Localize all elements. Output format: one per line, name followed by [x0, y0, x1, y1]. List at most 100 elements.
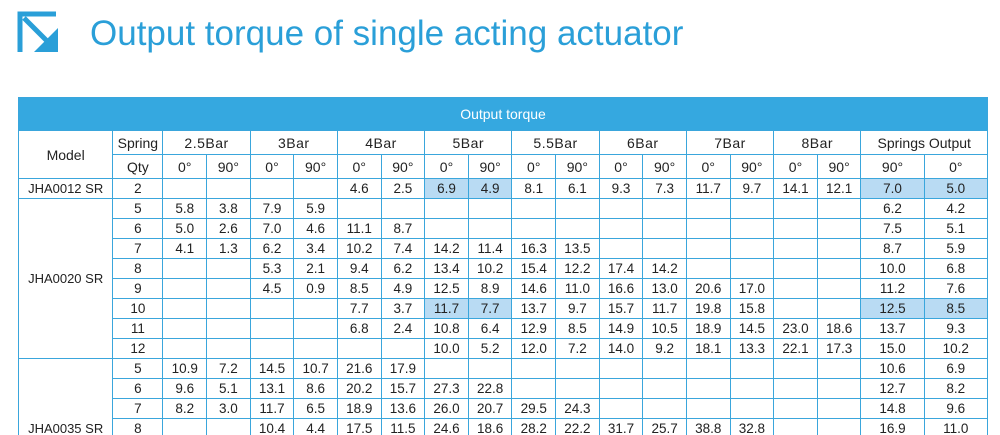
model-header: Model — [17, 130, 114, 179]
torque-cell — [293, 338, 338, 359]
torque-cell: 20.6 — [685, 278, 731, 299]
torque-cell: 10.0 — [424, 338, 469, 359]
torque-cell — [816, 278, 862, 299]
torque-cell: 21.6 — [336, 358, 382, 379]
torque-cell — [598, 198, 644, 219]
spring-output-cell: 10.0 — [860, 258, 925, 279]
torque-cell: 24.3 — [555, 398, 600, 419]
spring-output-cell: 8.7 — [860, 238, 925, 259]
torque-cell — [249, 338, 295, 359]
torque-cell: 10.7 — [293, 358, 338, 379]
torque-cell: 17.9 — [380, 358, 426, 379]
torque-cell — [598, 398, 644, 419]
torque-cell — [424, 218, 469, 239]
torque-cell: 15.8 — [729, 298, 775, 319]
spring-output-cell: 4.2 — [923, 198, 989, 219]
data-row: 11 6.8 2.4 10.8 6.4 12.9 8.5 14.9 10.5 18.9 14.5 23… — [19, 318, 989, 339]
angle-header: 90° — [555, 154, 600, 179]
torque-cell — [729, 358, 775, 379]
torque-cell: 19.8 — [685, 298, 731, 319]
torque-cell — [424, 358, 469, 379]
qty-cell: 7 — [112, 398, 164, 419]
angle-header: 0° — [249, 154, 295, 179]
spring-output-cell: 6.2 — [860, 198, 925, 219]
pressure-header: 5Bar — [424, 130, 513, 155]
torque-cell: 22.1 — [773, 338, 818, 359]
torque-cell: 14.2 — [424, 238, 469, 259]
torque-cell — [816, 418, 862, 435]
pressure-header: 7Bar — [685, 130, 775, 155]
torque-cell — [729, 398, 775, 419]
qty-cell: 2 — [112, 178, 164, 199]
torque-cell — [773, 418, 818, 435]
torque-cell: 28.2 — [511, 418, 557, 435]
torque-cell — [642, 358, 687, 379]
torque-cell: 8.6 — [293, 378, 338, 399]
qty-cell: 5 — [112, 358, 164, 379]
torque-cell: 27.3 — [424, 378, 469, 399]
qty-cell: 5 — [112, 198, 164, 219]
torque-cell: 4.6 — [336, 178, 382, 199]
torque-cell: 4.9 — [467, 178, 513, 199]
torque-cell: 15.7 — [380, 378, 426, 399]
torque-cell — [206, 178, 251, 199]
torque-cell — [642, 378, 687, 399]
torque-cell — [511, 378, 557, 399]
spring-output-cell: 11.2 — [860, 278, 925, 299]
torque-cell: 24.6 — [424, 418, 469, 435]
torque-cell — [773, 358, 818, 379]
torque-cell: 8.5 — [555, 318, 600, 339]
torque-cell — [336, 198, 382, 219]
torque-cell: 9.6 — [162, 378, 208, 399]
torque-cell — [555, 358, 600, 379]
torque-cell: 11.0 — [555, 278, 600, 299]
torque-cell — [206, 318, 251, 339]
torque-cell: 7.7 — [467, 298, 513, 319]
torque-cell — [206, 278, 251, 299]
torque-cell — [816, 378, 862, 399]
spring-output-cell: 6.8 — [923, 258, 989, 279]
torque-cell: 15.4 — [511, 258, 557, 279]
torque-cell — [685, 378, 731, 399]
torque-cell — [424, 198, 469, 219]
torque-cell — [773, 258, 818, 279]
torque-cell: 10.2 — [467, 258, 513, 279]
torque-cell — [336, 338, 382, 359]
torque-cell: 2.5 — [380, 178, 426, 199]
spring-output-cell: 10.6 — [860, 358, 925, 379]
torque-cell: 6.8 — [336, 318, 382, 339]
torque-cell — [467, 218, 513, 239]
torque-cell — [162, 178, 208, 199]
torque-cell: 25.7 — [642, 418, 687, 435]
torque-cell: 10.8 — [424, 318, 469, 339]
torque-cell: 3.8 — [206, 198, 251, 219]
torque-cell: 7.4 — [380, 238, 426, 259]
torque-cell — [598, 358, 644, 379]
data-row: 8 5.3 2.1 9.4 6.2 13.4 10.2 15.4 12.2 17.4 14.2 10.… — [19, 258, 989, 279]
qty-cell: 6 — [112, 218, 164, 239]
angle-header: 90° — [206, 154, 251, 179]
torque-cell: 7.7 — [336, 298, 382, 319]
torque-cell: 13.5 — [555, 238, 600, 259]
caption-row: Output torque — [18, 97, 988, 131]
torque-cell: 1.3 — [206, 238, 251, 259]
torque-cell — [816, 298, 862, 319]
torque-cell: 9.3 — [598, 178, 644, 199]
torque-cell: 5.2 — [467, 338, 513, 359]
torque-cell: 10.2 — [336, 238, 382, 259]
qty-cell: 6 — [112, 378, 164, 399]
torque-cell: 11.4 — [467, 238, 513, 259]
torque-cell: 23.0 — [773, 318, 818, 339]
data-row: JHA0012 SR 2 4.6 2.5 6.9 4.9 8.1 6.1 9.3 7.3 11.7 9… — [17, 178, 989, 199]
torque-cell: 8.5 — [336, 278, 382, 299]
torque-cell — [773, 198, 818, 219]
angle-header: 0° — [773, 154, 818, 179]
angle-header: 0° — [336, 154, 382, 179]
torque-cell: 5.8 — [162, 198, 208, 219]
torque-cell: 13.1 — [249, 378, 295, 399]
torque-cell — [162, 418, 208, 435]
torque-cell: 2.1 — [293, 258, 338, 279]
torque-cell — [729, 198, 775, 219]
torque-cell: 5.3 — [249, 258, 295, 279]
springs-output-header: Springs Output — [860, 130, 988, 155]
